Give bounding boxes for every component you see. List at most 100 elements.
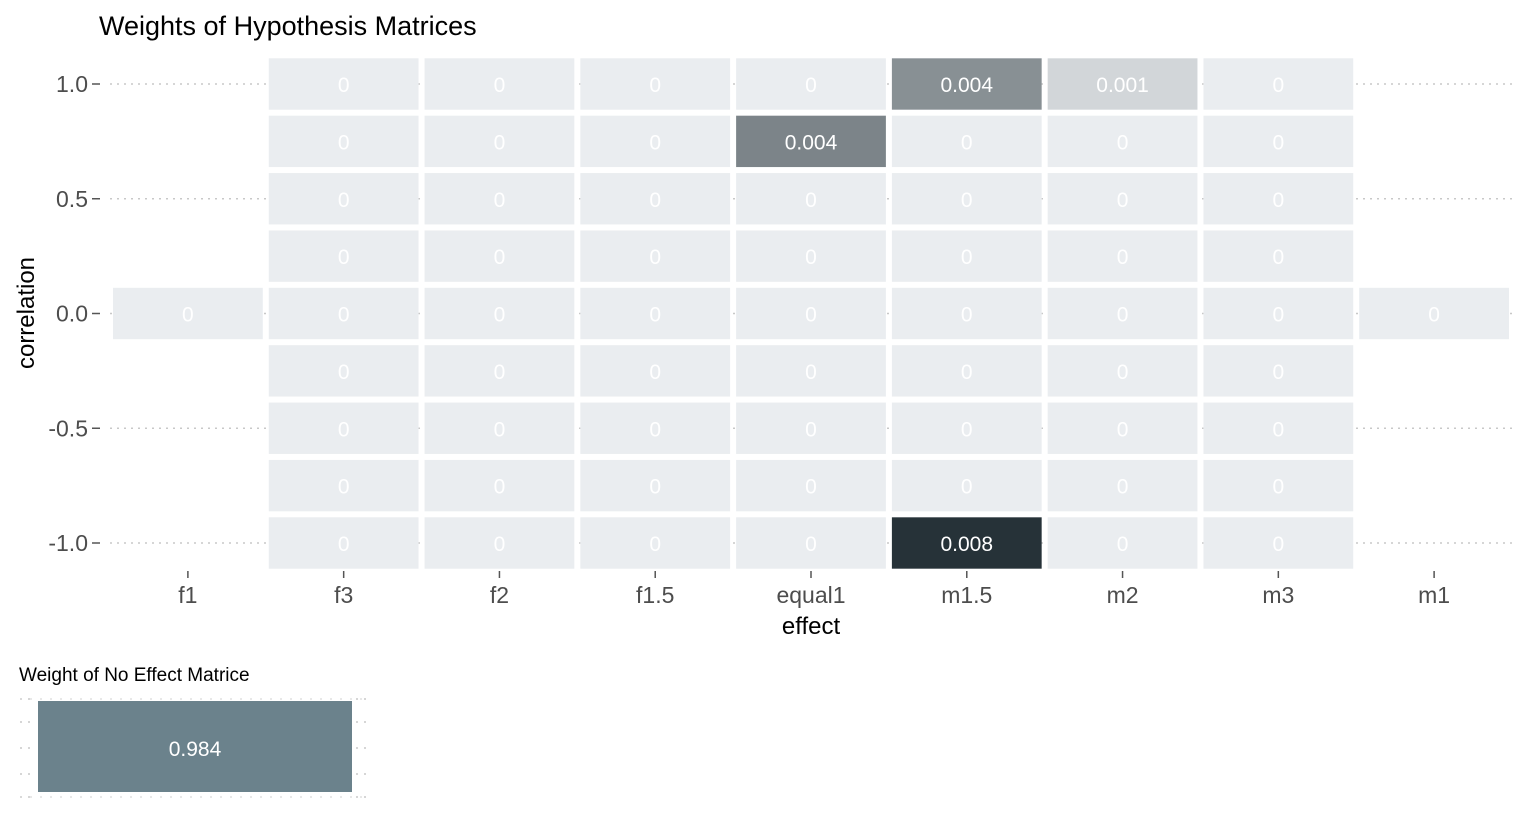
heatmap-cell xyxy=(1203,115,1354,168)
heatmap-cell xyxy=(424,58,575,110)
cell-value-label: 0 xyxy=(805,189,817,212)
x-tick-label: m1 xyxy=(1418,582,1450,608)
cell-value-label: 0 xyxy=(1272,361,1284,384)
heatmap-cell xyxy=(1047,345,1198,397)
x-tick-label: f1 xyxy=(178,582,197,608)
cell-value-label: 0 xyxy=(805,361,817,384)
heatmap-cell xyxy=(736,459,886,512)
x-tick-label: f2 xyxy=(490,582,509,608)
heatmap-cell xyxy=(1203,173,1354,225)
cell-value-label: 0 xyxy=(649,246,661,269)
heatmap-cell xyxy=(891,58,1042,110)
cell-value-label: 0 xyxy=(1272,418,1284,441)
cell-value-label: 0 xyxy=(961,361,973,384)
cell-value-label: 0 xyxy=(1272,131,1284,154)
heatmap-cell xyxy=(580,58,731,110)
cell-value-label: 0 xyxy=(494,189,506,212)
cell-value-label: 0 xyxy=(1272,533,1284,556)
cell-value-label: 0 xyxy=(649,418,661,441)
heatmap-cell xyxy=(1203,459,1354,512)
heatmap-cell xyxy=(1047,58,1198,110)
heatmap-cell xyxy=(1359,287,1509,340)
cell-value-label: 0.008 xyxy=(940,533,993,556)
heatmap-cell xyxy=(424,402,575,454)
heatmap-cell xyxy=(736,173,886,225)
cell-value-label: 0 xyxy=(961,476,973,499)
cell-value-label: 0 xyxy=(1117,533,1129,556)
cell-value-label: 0 xyxy=(649,533,661,556)
cell-value-label: 0 xyxy=(338,246,350,269)
heatmap-cell xyxy=(268,173,419,225)
heatmap-cell xyxy=(1203,517,1354,569)
cell-value-label: 0 xyxy=(182,304,194,327)
cell-value-label: 0 xyxy=(1272,189,1284,212)
cell-value-label: 0 xyxy=(338,361,350,384)
heatmap-cell xyxy=(891,115,1042,168)
heatmap-cell xyxy=(1203,287,1354,340)
heatmap-cell xyxy=(891,173,1042,225)
heatmap-cell xyxy=(736,402,886,454)
heatmap-cell xyxy=(1047,173,1198,225)
cell-value-label: 0 xyxy=(805,74,817,97)
cell-value-label: 0 xyxy=(338,304,350,327)
heatmap-cell xyxy=(268,287,419,340)
heatmap-cell xyxy=(891,287,1042,340)
x-axis-title: effect xyxy=(782,613,841,640)
cell-value-label: 0 xyxy=(338,533,350,556)
x-tick-label: equal1 xyxy=(776,582,845,608)
heatmap-cell xyxy=(1047,517,1198,569)
cell-value-label: 0 xyxy=(649,189,661,212)
x-tick-label: f3 xyxy=(334,582,353,608)
y-axis-title: correlation xyxy=(13,257,40,369)
heatmap-cell xyxy=(1047,230,1198,282)
no-effect-heatmap: Weight of No Effect Matrice 0.984 xyxy=(19,665,366,798)
heatmap-cell xyxy=(580,287,731,340)
heatmap-cell xyxy=(891,345,1042,397)
heatmap-cell xyxy=(268,58,419,110)
cell-value-label: 0 xyxy=(961,189,973,212)
cell-value-label: 0 xyxy=(649,304,661,327)
heatmap-cell xyxy=(891,459,1042,512)
cell-value-label: 0 xyxy=(805,418,817,441)
heatmap-cell xyxy=(1203,230,1354,282)
cell-value-label: 0 xyxy=(649,74,661,97)
heatmap-cell xyxy=(891,402,1042,454)
cell-value-label: 0 xyxy=(1117,418,1129,441)
heatmap-cell xyxy=(891,517,1042,569)
main-cell-labels: 0 0 0 0 0 0 0.004 0.001 0 0 0 0 0.004 0 0 0 0 0 0 0 0 0 0 0 0 0 0 0… xyxy=(182,74,1440,556)
no-effect-cells: 0.984 xyxy=(38,701,352,792)
heatmap-cell xyxy=(268,459,419,512)
heatmap-cell xyxy=(736,115,886,168)
cell-value-label: 0 xyxy=(961,131,973,154)
heatmap-cell xyxy=(424,173,575,225)
main-cells xyxy=(113,58,1509,569)
cell-value-label: 0 xyxy=(1117,476,1129,499)
cell-value-label: 0 xyxy=(1117,304,1129,327)
cell-value-label: 0 xyxy=(494,304,506,327)
heatmap-cell xyxy=(736,345,886,397)
heatmap-cell xyxy=(736,287,886,340)
cell-value-label: 0 xyxy=(494,246,506,269)
heatmap-cell xyxy=(1047,402,1198,454)
cell-value-label: 0 xyxy=(961,304,973,327)
cell-value-label: 0 xyxy=(1117,361,1129,384)
cell-value-label: 0 xyxy=(494,476,506,499)
heatmap-cell xyxy=(1203,345,1354,397)
y-tick-label: 0.5 xyxy=(56,186,88,212)
heatmap-cell xyxy=(268,517,419,569)
cell-value-label: 0 xyxy=(494,361,506,384)
heatmap-cell xyxy=(580,230,731,282)
y-tick-label: -1.0 xyxy=(48,530,88,556)
cell-value-label: 0 xyxy=(649,476,661,499)
cell-value-label: 0 xyxy=(494,533,506,556)
cell-value-label: 0 xyxy=(649,361,661,384)
heatmap-cell xyxy=(1047,115,1198,168)
y-tick-label: 0.0 xyxy=(56,301,88,327)
heatmap-cell xyxy=(1047,287,1198,340)
x-tick-label: f1.5 xyxy=(636,582,674,608)
y-tick-label: -0.5 xyxy=(48,415,88,441)
heatmap-cell xyxy=(580,345,731,397)
cell-value-label: 0.001 xyxy=(1096,74,1149,97)
heatmap-cell xyxy=(268,230,419,282)
